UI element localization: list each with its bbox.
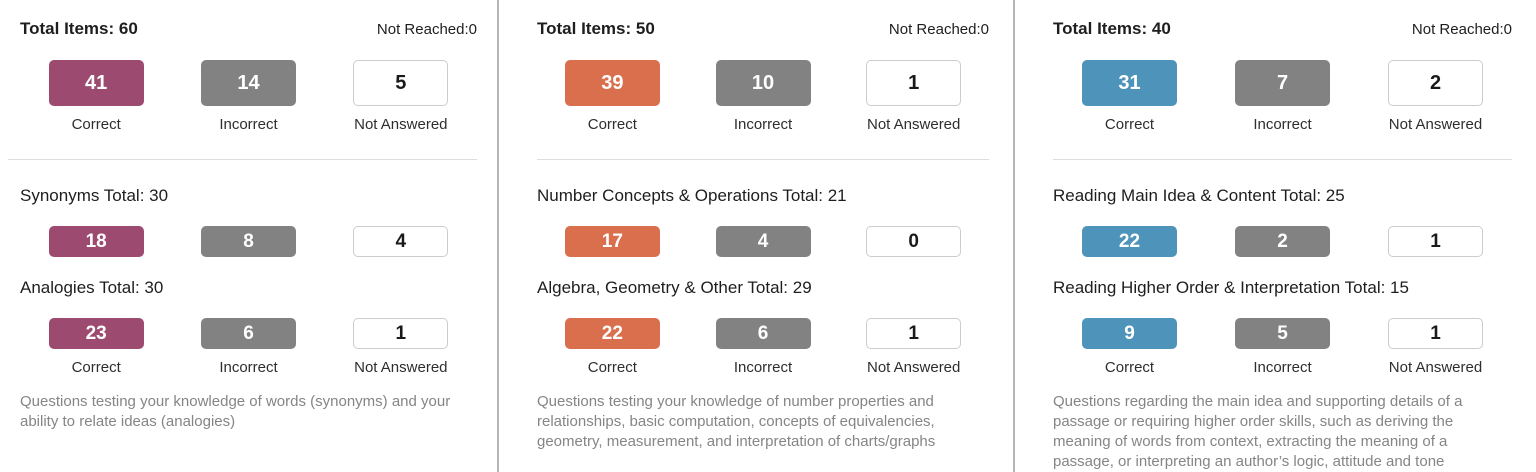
totals-row: 41 14 5 [20,60,477,106]
section-heading-analogies: Analogies Total: 30 [20,278,164,297]
section-row: 22 2 1 [1053,226,1512,257]
totals-labels-row: Correct Incorrect Not Answered [20,116,477,133]
not-answered-label: Not Answered [1388,359,1483,376]
total-items-heading: Total Items: 60 [20,19,138,38]
correct-count-box: 18 [48,226,144,257]
not-answered-label: Not Answered [866,116,961,133]
not-answered-label: Not Answered [354,116,448,133]
section-labels-row: Correct Incorrect Not Answered [537,359,989,376]
incorrect-count-box: 5 [1235,318,1330,349]
section-heading-reading-higher-order: Reading Higher Order & Interpretation To… [1053,278,1409,297]
section-row: 17 4 0 [537,226,989,257]
correct-count-box: 17 [564,226,660,257]
totals-row: 39 10 1 [537,60,989,106]
not-reached-label: Not Reached:0 [888,21,989,38]
panel-reading: Total Items: 40 Not Reached:0 31 7 2 Cor… [1013,0,1536,472]
not-answered-count-box: 5 [353,60,449,106]
incorrect-label: Incorrect [733,359,793,376]
total-items-heading: Total Items: 50 [537,19,655,38]
section-heading-number-concepts: Number Concepts & Operations Total: 21 [537,186,847,205]
not-reached-label: Not Reached:0 [376,21,477,38]
incorrect-label: Incorrect [219,359,278,376]
incorrect-count-box: 6 [715,318,811,349]
not-answered-count-box: 4 [353,226,449,257]
incorrect-count-box: 7 [1235,60,1330,106]
not-answered-label: Not Answered [354,359,448,376]
totals-labels-row: Correct Incorrect Not Answered [537,116,989,133]
not-reached-label: Not Reached:0 [1411,21,1512,38]
not-answered-count-box: 1 [866,60,962,106]
not-answered-count-box: 1 [353,318,449,349]
correct-label: Correct [71,116,121,133]
correct-count-box: 39 [564,60,660,106]
not-answered-count-box: 1 [1388,318,1483,349]
incorrect-label: Incorrect [1253,359,1312,376]
correct-label: Correct [71,359,121,376]
incorrect-label: Incorrect [733,116,793,133]
incorrect-count-box: 10 [715,60,811,106]
incorrect-count-box: 6 [200,318,296,349]
correct-label: Correct [587,359,637,376]
section-divider [1053,159,1512,160]
incorrect-label: Incorrect [219,116,278,133]
section-description: Questions regarding the main idea and su… [1053,393,1463,470]
not-answered-label: Not Answered [1388,116,1483,133]
incorrect-label: Incorrect [1253,116,1312,133]
incorrect-count-box: 2 [1235,226,1330,257]
correct-count-box: 22 [1082,226,1177,257]
section-row: 18 8 4 [20,226,477,257]
section-divider [537,159,989,160]
correct-count-box: 22 [564,318,660,349]
section-row: 9 5 1 [1053,318,1512,349]
not-answered-count-box: 1 [1388,226,1483,257]
section-description: Questions testing your knowledge of word… [20,393,451,430]
panel-verbal: Total Items: 60 Not Reached:0 41 14 5 Co… [0,0,497,472]
section-row: 22 6 1 [537,318,989,349]
not-answered-count-box: 0 [866,226,962,257]
section-heading-algebra-geometry: Algebra, Geometry & Other Total: 29 [537,278,812,297]
correct-count-box: 23 [48,318,144,349]
correct-label: Correct [587,116,637,133]
correct-count-box: 31 [1082,60,1177,106]
correct-label: Correct [1104,359,1155,376]
incorrect-count-box: 8 [200,226,296,257]
section-labels-row: Correct Incorrect Not Answered [20,359,477,376]
incorrect-count-box: 4 [715,226,811,257]
section-labels-row: Correct Incorrect Not Answered [1053,359,1512,376]
correct-label: Correct [1104,116,1155,133]
not-answered-count-box: 2 [1388,60,1483,106]
panel-header: Total Items: 50 Not Reached:0 [537,19,989,39]
not-answered-label: Not Answered [866,359,961,376]
panel-quantitative: Total Items: 50 Not Reached:0 39 10 1 Co… [497,0,1013,472]
section-row: 23 6 1 [20,318,477,349]
incorrect-count-box: 14 [200,60,296,106]
total-items-heading: Total Items: 40 [1053,19,1171,38]
section-divider [8,159,477,160]
panel-header: Total Items: 40 Not Reached:0 [1053,19,1512,39]
totals-row: 31 7 2 [1053,60,1512,106]
correct-count-box: 9 [1082,318,1177,349]
correct-count-box: 41 [48,60,144,106]
section-heading-synonyms: Synonyms Total: 30 [20,186,169,205]
not-answered-count-box: 1 [866,318,962,349]
totals-labels-row: Correct Incorrect Not Answered [1053,116,1512,133]
section-description: Questions testing your knowledge of numb… [537,393,936,450]
section-heading-reading-main-idea: Reading Main Idea & Content Total: 25 [1053,186,1345,205]
panel-header: Total Items: 60 Not Reached:0 [20,19,477,39]
